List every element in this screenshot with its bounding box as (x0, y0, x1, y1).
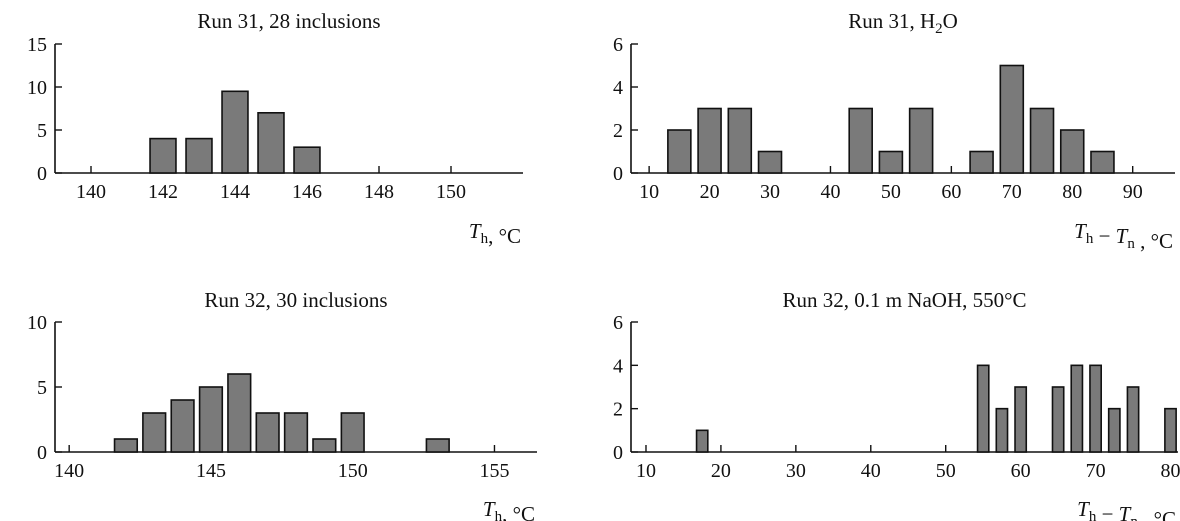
x-axis-label: Th, °C (483, 497, 535, 521)
x-tick-label: 50 (881, 181, 901, 203)
x-tick-label: 142 (148, 181, 178, 203)
histogram-bar (969, 150, 994, 174)
histogram-bar (995, 407, 1009, 453)
histogram-bar (312, 438, 337, 453)
y-tick-label: 6 (613, 34, 623, 56)
histogram-bar (1070, 364, 1084, 453)
x-tick-label: 40 (861, 460, 881, 482)
chart-title: Run 32, 0.1 m NaOH, 550°C (782, 288, 1026, 312)
histogram-bar (695, 429, 709, 453)
chart-title: Run 31, 28 inclusions (197, 9, 380, 33)
histogram-bar (1164, 407, 1177, 453)
histogram-bar (1014, 386, 1028, 453)
chart-title: Run 31, H2O (848, 9, 958, 37)
x-tick-label: 148 (364, 181, 394, 203)
histogram-bar (221, 90, 249, 174)
x-tick-label: 146 (292, 181, 322, 203)
histogram-bar (878, 150, 904, 174)
histogram-bar (999, 64, 1025, 174)
x-tick-label: 80 (1062, 181, 1082, 203)
histogram-bar (283, 412, 309, 453)
histogram-bar (227, 373, 252, 453)
histogram-bar (908, 107, 934, 174)
y-tick-label: 10 (27, 312, 47, 334)
histogram-bar (757, 150, 783, 174)
x-tick-label: 155 (479, 460, 509, 482)
histogram-bar (1126, 386, 1140, 453)
histogram-bar (1051, 386, 1065, 453)
x-tick-label: 150 (436, 181, 466, 203)
histogram-bar (198, 386, 224, 453)
y-tick-label: 0 (37, 442, 47, 464)
histogram-bar (1107, 407, 1121, 453)
y-tick-label: 0 (37, 163, 47, 185)
x-tick-label: 140 (54, 460, 84, 482)
histogram-bar (1089, 364, 1102, 453)
x-axis-label: Th − Tn , °C (1074, 219, 1173, 253)
histogram-bar (1090, 150, 1115, 174)
histogram-bar (976, 364, 990, 453)
histogram-bar (667, 129, 692, 174)
x-tick-label: 90 (1123, 181, 1143, 203)
histogram-bar (255, 412, 280, 453)
y-tick-label: 4 (613, 355, 623, 377)
x-tick-label: 10 (636, 460, 656, 482)
x-tick-label: 80 (1161, 460, 1180, 482)
y-tick-label: 2 (613, 120, 623, 142)
x-axis-label: Th − Tn , °C (1077, 497, 1176, 521)
x-tick-label: 20 (711, 460, 731, 482)
x-axis-label: Th, °C (469, 219, 521, 248)
x-tick-label: 60 (1011, 460, 1031, 482)
x-tick-label: 10 (639, 181, 659, 203)
histogram-bar (1029, 107, 1055, 174)
chart-panel-2: Run 31, H2O 0 2 4 6 10 20 30 40 50 60 70 80 90 Th − Tn… (613, 9, 1175, 253)
histogram-bar (293, 146, 321, 174)
histogram-bar (142, 412, 167, 453)
histogram-bar (257, 112, 285, 174)
histogram-bar (113, 438, 139, 453)
y-tick-label: 4 (613, 77, 623, 99)
x-tick-label: 30 (760, 181, 780, 203)
histogram-bar (697, 107, 722, 174)
histogram-bar (848, 107, 873, 174)
histogram-bar (1059, 129, 1085, 174)
chart-panel-4: Run 32, 0.1 m NaOH, 550°C 0 2 4 6 10 20 30 40 50 6… (613, 288, 1180, 521)
x-tick-label: 70 (1086, 460, 1106, 482)
histogram-bar (727, 107, 753, 174)
x-tick-label: 60 (941, 181, 961, 203)
y-tick-label: 15 (27, 34, 47, 56)
histogram-bar (170, 399, 195, 453)
x-tick-label: 30 (786, 460, 806, 482)
histogram-bar (340, 412, 365, 453)
y-tick-label: 6 (613, 312, 623, 334)
x-tick-label: 70 (1002, 181, 1022, 203)
y-tick-label: 0 (613, 442, 623, 464)
x-tick-label: 140 (76, 181, 106, 203)
y-tick-label: 2 (613, 399, 623, 421)
y-tick-label: 10 (27, 77, 47, 99)
x-tick-label: 50 (936, 460, 956, 482)
x-tick-label: 150 (338, 460, 368, 482)
x-tick-label: 144 (220, 181, 250, 203)
chart-panel-3: Run 32, 30 inclusions 0 5 10 140 145 150 155 Th,… (27, 288, 537, 521)
x-tick-label: 40 (820, 181, 840, 203)
histogram-bar (149, 137, 177, 174)
y-tick-label: 5 (37, 377, 47, 399)
histogram-bar (185, 137, 213, 174)
y-tick-label: 5 (37, 120, 47, 142)
x-tick-label: 20 (700, 181, 720, 203)
chart-panel-1: Run 31, 28 inclusions 0 5 10 15 140 142 144 146 1… (27, 9, 523, 248)
chart-title: Run 32, 30 inclusions (204, 288, 387, 312)
x-tick-label: 145 (196, 460, 226, 482)
histogram-bar (425, 438, 450, 453)
y-tick-label: 0 (613, 163, 623, 185)
